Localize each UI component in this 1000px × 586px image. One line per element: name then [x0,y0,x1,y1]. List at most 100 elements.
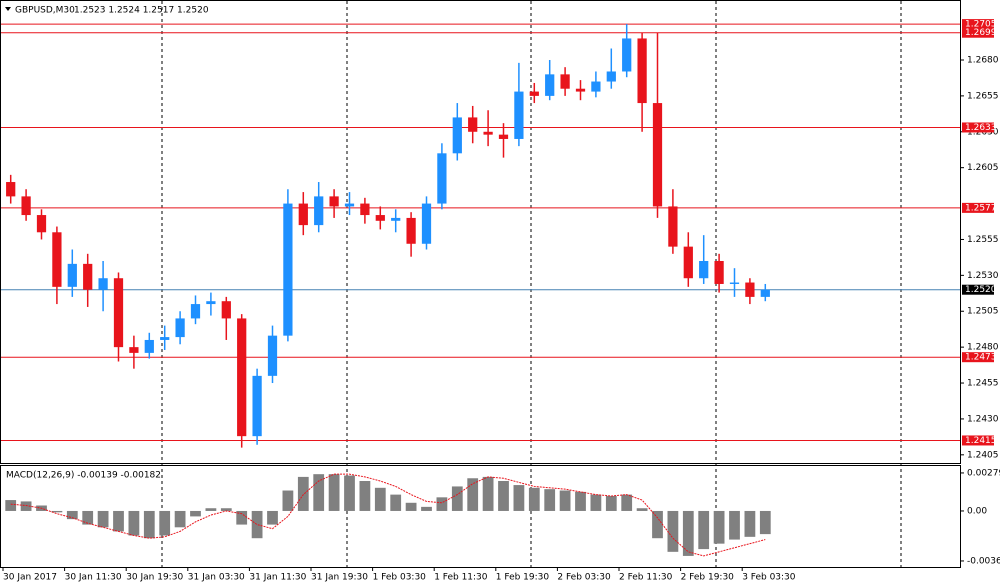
macd-bar [513,485,525,511]
menu-icon[interactable] [5,7,11,11]
candle-body [652,103,663,207]
candle-body [437,153,447,204]
macd-bar [251,510,263,539]
macd-bar [729,510,740,540]
macd-bar [744,510,756,537]
macd-bar [190,510,201,517]
macd-bar [667,510,679,552]
candle-body [314,196,324,226]
y-tick-label: 0.00279 [967,468,1000,478]
candle-body [375,215,385,221]
macd-bar [143,510,155,539]
x-tick-label: 1 Feb 19:30 [496,573,550,583]
candle-body [668,206,678,247]
candle-body [699,260,709,279]
y-tick-label: 1.2430 [967,414,999,424]
candle-body [575,88,586,92]
candle-body [560,74,570,89]
candle-body [745,282,755,297]
level-label-box [962,19,994,30]
candle-body [483,131,493,135]
candle-body [298,203,308,226]
candle-body [760,289,770,297]
macd-bar [267,510,278,525]
candle-body [637,38,647,104]
candle-body [221,301,231,319]
price-panel [0,0,961,464]
macd-panel [0,465,961,568]
level-label: 1.2633 [965,123,997,133]
macd-bar [528,487,540,511]
macd-bar [498,480,509,511]
candle-body [714,260,724,284]
macd-bar [652,510,663,539]
macd-bar [359,480,371,511]
x-tick-label: 30 Jan 11:30 [65,573,122,583]
macd-bar [113,510,124,532]
macd-bar [313,474,325,511]
macd-signal [10,473,766,557]
level-label-box [962,435,994,446]
y-tick-label: 1.2530 [967,271,999,281]
macd-bar [467,478,479,511]
macd-bar [559,490,571,511]
y-tick-label: 1.2405 [967,450,999,460]
x-tick-label: 2 Feb 03:30 [557,573,611,583]
macd-bar [297,476,309,511]
candle-body [237,318,247,437]
y-tick-label: 1.2505 [967,307,999,317]
macd-bar [97,510,109,528]
x-tick-label: 30 Jan 19:30 [126,573,183,583]
x-tick-label: 31 Jan 19:30 [311,573,368,583]
macd-bar [698,510,710,550]
candle-body [206,301,216,305]
candle-body [6,182,16,197]
current-price-label: 1.2520 [965,285,997,295]
level-label-box [962,352,994,363]
candle-body [21,196,31,216]
level-label: 1.2415 [965,436,997,446]
symbol-title: GBPUSD,M30 [15,6,75,16]
candle-body [421,203,432,244]
macd-bar [421,506,432,511]
candle-body [391,217,401,221]
y-tick-label: 1.2555 [967,235,999,245]
level-label-box [962,202,994,213]
candle-body [67,263,77,287]
y-tick-label: 1.2680 [967,55,999,65]
y-tick-label: 1.2455 [967,379,999,389]
candle-body [190,304,201,319]
candle-body [514,91,524,139]
day-separators [161,1,902,567]
y-tick-label: 1.2655 [967,91,999,101]
level-label: 1.2705 [965,20,997,30]
macd-bar [374,487,386,511]
macd-bar [344,475,355,511]
y-tick-label: -0.00367 [967,556,1000,566]
y-tick-label: 1.2605 [967,163,999,173]
candle-body [329,196,339,207]
candle-body [344,203,355,207]
candle-body [267,335,278,376]
candle-body [144,339,154,353]
macd-bar [51,510,63,513]
x-tick-label: 3 Feb 03:30 [742,573,796,583]
macd-bar [236,510,248,525]
candle-body [360,203,370,216]
candle-body [406,217,416,244]
macd-bar [621,494,633,511]
macd-bar [220,508,232,511]
macd-bar [405,502,417,511]
macd-title: MACD(12,26,9) -0.00139 -0.00182 [6,471,161,481]
macd-bar [328,474,340,511]
candle-body [498,134,509,139]
macd-bar [451,486,463,511]
macd-bar [82,510,94,525]
y-tick-label: 0.00 [967,506,987,516]
candle-body [529,91,539,96]
candle-body [129,347,139,353]
macd-bar [636,508,648,511]
candle-body [36,215,47,233]
macd-bar [713,510,725,544]
